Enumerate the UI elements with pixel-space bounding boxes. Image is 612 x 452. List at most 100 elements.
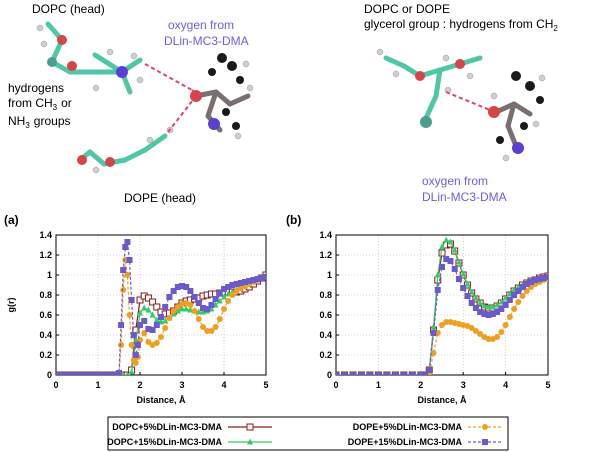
y-tick-label: 0.6 <box>39 310 52 320</box>
x-tick-label: 2 <box>418 380 423 390</box>
label-oxygen-left-1: oxygen from <box>168 18 234 32</box>
label-nh: NH <box>8 114 25 128</box>
data-point <box>118 322 125 328</box>
x-axis-label: Distance, Å <box>136 395 186 405</box>
data-point <box>451 266 458 272</box>
data-point <box>132 360 139 366</box>
x-tick-label: 0 <box>53 380 58 390</box>
right-molecule <box>376 48 546 162</box>
data-point <box>107 372 114 375</box>
data-point <box>195 300 202 306</box>
panel-label: (b) <box>286 213 301 227</box>
legend: DOPC+5%DLin-MC3-DMA DOPC+15%DLin-MC3-DMA D… <box>107 416 509 451</box>
series-3 <box>56 239 266 375</box>
data-point <box>134 342 141 348</box>
data-point <box>61 372 68 375</box>
data-point <box>170 288 177 294</box>
series-line <box>336 258 548 375</box>
data-point <box>137 309 143 316</box>
data-point <box>263 274 266 280</box>
data-point <box>78 372 85 375</box>
data-point <box>477 299 484 306</box>
data-point <box>187 288 194 294</box>
data-point <box>153 340 160 346</box>
data-point <box>494 334 501 340</box>
data-point <box>515 288 522 294</box>
series-0 <box>336 240 548 375</box>
y-tick-label: 1.4 <box>319 230 332 240</box>
data-point <box>502 302 509 308</box>
chart-panel-a: (a) 0 1 2 3 4 5 0 0.2 0.4 0.6 0.8 1 1.2 1.4 Distance, Å… <box>4 213 269 405</box>
data-point <box>422 372 429 375</box>
data-point <box>242 279 248 285</box>
data-point <box>468 300 475 306</box>
data-point <box>447 258 454 264</box>
data-point <box>204 306 211 312</box>
data-point <box>145 326 152 332</box>
data-point <box>229 292 236 298</box>
series-1 <box>56 271 266 375</box>
data-point <box>124 239 131 245</box>
data-point <box>166 315 173 321</box>
data-point <box>455 276 462 282</box>
data-point <box>250 277 257 283</box>
panel-label: (a) <box>4 213 19 227</box>
y-tick-label: 0.8 <box>39 290 52 300</box>
data-point <box>144 294 152 302</box>
data-point <box>103 372 110 375</box>
data-point <box>86 372 93 375</box>
legend-frame <box>107 416 509 451</box>
data-point <box>336 372 339 375</box>
y-tick-label: 0.4 <box>39 330 52 340</box>
data-point <box>523 281 530 287</box>
data-point <box>375 372 382 375</box>
y-tick-label: 0.2 <box>319 350 332 360</box>
data-point <box>170 308 177 314</box>
data-point <box>366 372 373 375</box>
data-point <box>125 371 130 375</box>
legend-marker <box>482 439 488 445</box>
data-point <box>179 305 185 312</box>
data-point <box>477 309 484 315</box>
y-tick-label: 1.2 <box>319 250 332 260</box>
x-tick-label: 1 <box>376 380 381 390</box>
data-point <box>383 372 390 375</box>
data-point <box>183 284 190 290</box>
data-point <box>489 303 496 310</box>
legend-label: DOPE+15%DLin-MC3-DMA <box>348 437 463 447</box>
data-point <box>237 280 244 286</box>
data-point <box>417 372 424 375</box>
data-point <box>494 309 501 315</box>
data-point <box>341 372 348 375</box>
data-point <box>65 372 72 375</box>
data-point <box>229 282 236 288</box>
data-point <box>132 352 139 358</box>
data-point <box>216 316 223 322</box>
data-point <box>221 306 227 312</box>
y-tick-label: 0.2 <box>39 350 52 360</box>
data-point <box>74 372 80 375</box>
data-point <box>477 331 484 337</box>
data-point <box>149 298 157 306</box>
data-point <box>149 327 156 333</box>
data-point <box>246 278 253 284</box>
data-point <box>118 342 125 348</box>
data-point <box>111 372 118 375</box>
data-point <box>141 304 148 311</box>
legend-label: DOPC+15%DLin-MC3-DMA <box>107 437 222 447</box>
label-sub-2: 2 <box>553 24 558 33</box>
y-tick-label: 0.4 <box>319 330 332 340</box>
label-from-ch: from CH <box>8 96 53 110</box>
data-point <box>158 334 164 340</box>
data-point <box>468 325 475 331</box>
data-point <box>545 274 548 280</box>
data-point <box>540 275 547 281</box>
plot-frame <box>55 234 267 376</box>
data-point <box>519 284 526 290</box>
data-point <box>221 286 227 292</box>
y-axis-label: g(r) <box>6 298 16 313</box>
data-point <box>400 372 407 375</box>
data-point <box>481 311 488 317</box>
